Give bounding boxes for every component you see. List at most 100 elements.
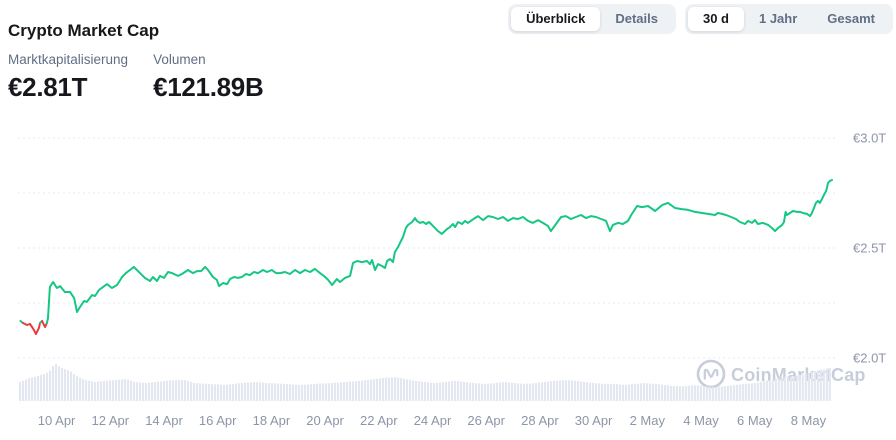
- volume-bar: [585, 382, 588, 401]
- volume-bar: [459, 381, 462, 401]
- volume-bar: [304, 384, 307, 401]
- volume-bar: [543, 382, 546, 401]
- volume-bar: [768, 379, 771, 401]
- volume-bar: [648, 383, 651, 401]
- volume-bar: [804, 373, 807, 401]
- y-axis-label: €2.5T: [853, 241, 886, 256]
- x-axis-label: 10 Apr: [38, 413, 76, 428]
- volume-bar: [61, 368, 64, 401]
- stats-row: Marktkapitalisierung €2.81T Volumen €121…: [8, 52, 264, 103]
- volume-bar: [327, 383, 330, 401]
- market-cap-label: Marktkapitalisierung: [8, 52, 129, 67]
- volume-bar: [756, 382, 759, 401]
- market-cap-line-segment: [22, 322, 41, 335]
- volume-bar: [468, 382, 471, 401]
- volume-bar: [444, 381, 447, 401]
- volume-bar: [396, 377, 399, 401]
- range-tab-1year[interactable]: 1 Jahr: [744, 7, 812, 31]
- volume-bar: [453, 380, 456, 401]
- volume-bar: [211, 384, 214, 401]
- volume-bar: [606, 383, 609, 401]
- volume-bar: [564, 380, 567, 401]
- volume-bar: [423, 382, 426, 401]
- volume-bar: [88, 380, 91, 401]
- volume-bar: [384, 377, 387, 401]
- volume-bar: [393, 377, 396, 401]
- coinmarketcap-logo-icon: [696, 359, 726, 389]
- volume-bar: [172, 380, 175, 401]
- volume-bar: [417, 381, 420, 401]
- volume-bar: [363, 380, 366, 401]
- volume-bar: [67, 370, 70, 401]
- volume-bar: [142, 382, 145, 401]
- volume-bar: [486, 383, 489, 401]
- volume-bar: [717, 386, 720, 401]
- volume-bar: [738, 384, 741, 401]
- volume-bar: [247, 382, 250, 401]
- view-tab-overview[interactable]: Überblick: [511, 7, 601, 31]
- volume-stat: Volumen €121.89B: [153, 52, 264, 103]
- volume-bar: [277, 383, 280, 401]
- page-title: Crypto Market Cap: [8, 21, 160, 41]
- volume-bar: [175, 380, 178, 401]
- volume-bar: [816, 370, 819, 401]
- volume-bar: [450, 381, 453, 401]
- volume-bar: [456, 381, 459, 401]
- volume-bar: [184, 380, 187, 401]
- volume-bar: [786, 376, 789, 401]
- volume-bar: [166, 380, 169, 401]
- volume-bar: [220, 384, 223, 401]
- x-axis-label: 16 Apr: [199, 413, 237, 428]
- volume-bar: [687, 385, 690, 401]
- view-tab-details[interactable]: Details: [600, 7, 673, 31]
- volume-bar: [708, 386, 711, 401]
- volume-bar: [253, 382, 256, 401]
- x-axis-label: 22 Apr: [360, 413, 398, 428]
- volume-bar: [591, 382, 594, 401]
- volume-bar: [795, 375, 798, 401]
- volume-bar: [588, 382, 591, 401]
- volume-bar: [801, 374, 804, 401]
- view-toggle: Überblick Details: [508, 4, 676, 34]
- volume-bar: [519, 383, 522, 401]
- volume-bar: [600, 383, 603, 401]
- volume-bar: [555, 380, 558, 401]
- volume-bar: [217, 384, 220, 401]
- volume-bar: [268, 383, 271, 401]
- range-tab-30d[interactable]: 30 d: [687, 7, 744, 31]
- volume-bar: [295, 384, 298, 401]
- volume-bar: [360, 380, 363, 401]
- volume-bar: [471, 382, 474, 401]
- volume-bar: [714, 386, 717, 401]
- x-axis-label: 18 Apr: [253, 413, 291, 428]
- volume-bar: [498, 382, 501, 401]
- volume-bar: [292, 384, 295, 401]
- volume-bar: [94, 382, 97, 401]
- volume-bar: [510, 382, 513, 401]
- volume-bar: [310, 384, 313, 401]
- volume-bar: [307, 384, 310, 401]
- volume-bar: [190, 382, 193, 401]
- volume-bar: [151, 382, 154, 401]
- volume-bar: [711, 386, 714, 401]
- x-axis-label: 14 Apr: [145, 413, 183, 428]
- volume-bar: [22, 380, 25, 401]
- volume-bar: [70, 371, 73, 401]
- volume-bar: [321, 383, 324, 401]
- volume-bar: [196, 383, 199, 401]
- volume-bar: [121, 379, 124, 401]
- volume-bar: [426, 382, 429, 401]
- volume-bar: [573, 380, 576, 401]
- volume-bar: [136, 382, 139, 401]
- volume-bar: [351, 381, 354, 401]
- volume-bar: [516, 383, 519, 401]
- volume-bar: [399, 378, 402, 401]
- volume-bar: [609, 383, 612, 401]
- volume-bar: [639, 383, 642, 401]
- volume-bar: [43, 374, 46, 401]
- volume-bar: [58, 366, 61, 401]
- volume-bar: [684, 386, 687, 401]
- range-tab-all[interactable]: Gesamt: [812, 7, 890, 31]
- volume-bar: [693, 385, 696, 401]
